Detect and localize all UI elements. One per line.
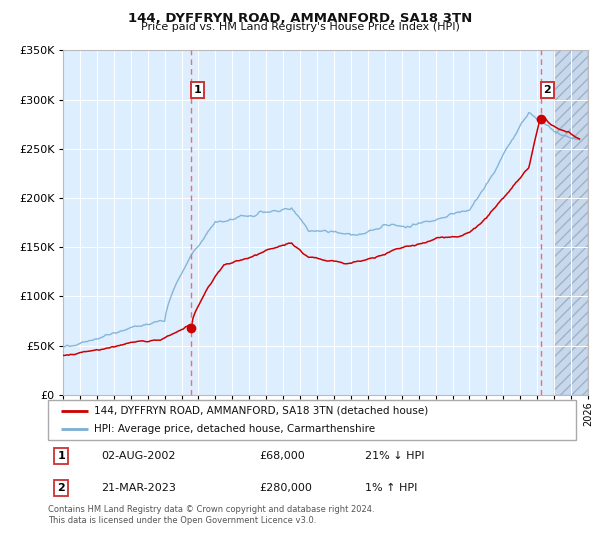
Text: Price paid vs. HM Land Registry's House Price Index (HPI): Price paid vs. HM Land Registry's House … xyxy=(140,22,460,32)
Text: HPI: Average price, detached house, Carmarthenshire: HPI: Average price, detached house, Carm… xyxy=(94,424,376,434)
Text: 1% ↑ HPI: 1% ↑ HPI xyxy=(365,483,417,493)
Text: 2: 2 xyxy=(58,483,65,493)
Text: 144, DYFFRYN ROAD, AMMANFORD, SA18 3TN: 144, DYFFRYN ROAD, AMMANFORD, SA18 3TN xyxy=(128,12,472,25)
Bar xyxy=(554,50,588,395)
Text: 02-AUG-2002: 02-AUG-2002 xyxy=(101,451,175,461)
Text: 21% ↓ HPI: 21% ↓ HPI xyxy=(365,451,424,461)
Text: £68,000: £68,000 xyxy=(259,451,305,461)
FancyBboxPatch shape xyxy=(48,400,576,440)
Text: 144, DYFFRYN ROAD, AMMANFORD, SA18 3TN (detached house): 144, DYFFRYN ROAD, AMMANFORD, SA18 3TN (… xyxy=(94,406,429,416)
Text: 21-MAR-2023: 21-MAR-2023 xyxy=(101,483,176,493)
Text: 1: 1 xyxy=(194,85,202,95)
Text: 1: 1 xyxy=(58,451,65,461)
Text: Contains HM Land Registry data © Crown copyright and database right 2024.
This d: Contains HM Land Registry data © Crown c… xyxy=(48,505,374,525)
Text: 2: 2 xyxy=(544,85,551,95)
Text: £280,000: £280,000 xyxy=(259,483,312,493)
